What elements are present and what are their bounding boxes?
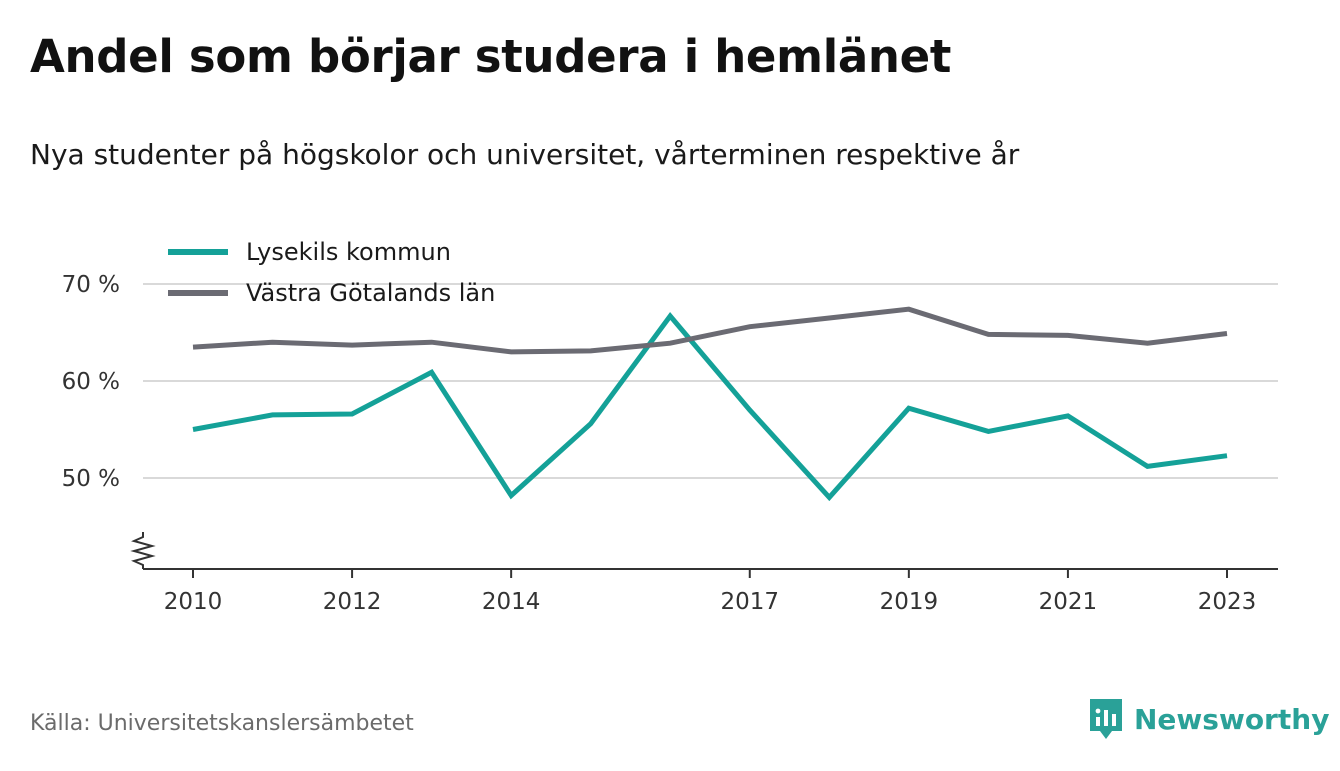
brand-name: Newsworthy bbox=[1134, 702, 1330, 736]
x-tick-label: 2017 bbox=[720, 589, 779, 615]
axis-break-icon bbox=[130, 532, 156, 569]
legend: Lysekils kommun Västra Götalands län bbox=[168, 238, 495, 307]
series-line-1 bbox=[192, 311, 1228, 502]
y-tick-label: 70 % bbox=[62, 272, 120, 298]
x-tick-label: 2023 bbox=[1198, 589, 1257, 615]
newsworthy-logo-icon bbox=[1090, 699, 1122, 739]
x-tick-label: 2014 bbox=[482, 589, 541, 615]
grid-layer bbox=[143, 283, 1278, 479]
x-tick-label: 2019 bbox=[880, 589, 939, 615]
legend-label: Västra Götalands län bbox=[246, 279, 495, 307]
chart-title: Andel som börjar studera i hemlänet bbox=[30, 30, 952, 83]
y-tick-label: 50 % bbox=[62, 466, 120, 492]
legend-label: Lysekils kommun bbox=[246, 238, 451, 266]
series-line-2 bbox=[192, 306, 1228, 355]
y-tick-label: 60 % bbox=[62, 369, 120, 395]
line-chart: 50 % 60 % 70 % 2010 2012 2014 2017 2019 2021 2023… bbox=[62, 238, 1278, 615]
x-tick-label: 2021 bbox=[1039, 589, 1098, 615]
source-note: Källa: Universitetskanslersämbetet bbox=[30, 711, 414, 736]
chart-subtitle: Nya studenter på högskolor och universit… bbox=[30, 138, 1020, 171]
series-layer bbox=[192, 306, 1228, 502]
axis-layer: 50 % 60 % 70 % 2010 2012 2014 2017 2019 2021 2023 bbox=[62, 272, 1278, 615]
x-tick-label: 2010 bbox=[164, 589, 223, 615]
brand-logo: Newsworthy bbox=[1088, 697, 1329, 741]
x-tick-label: 2012 bbox=[323, 589, 382, 615]
